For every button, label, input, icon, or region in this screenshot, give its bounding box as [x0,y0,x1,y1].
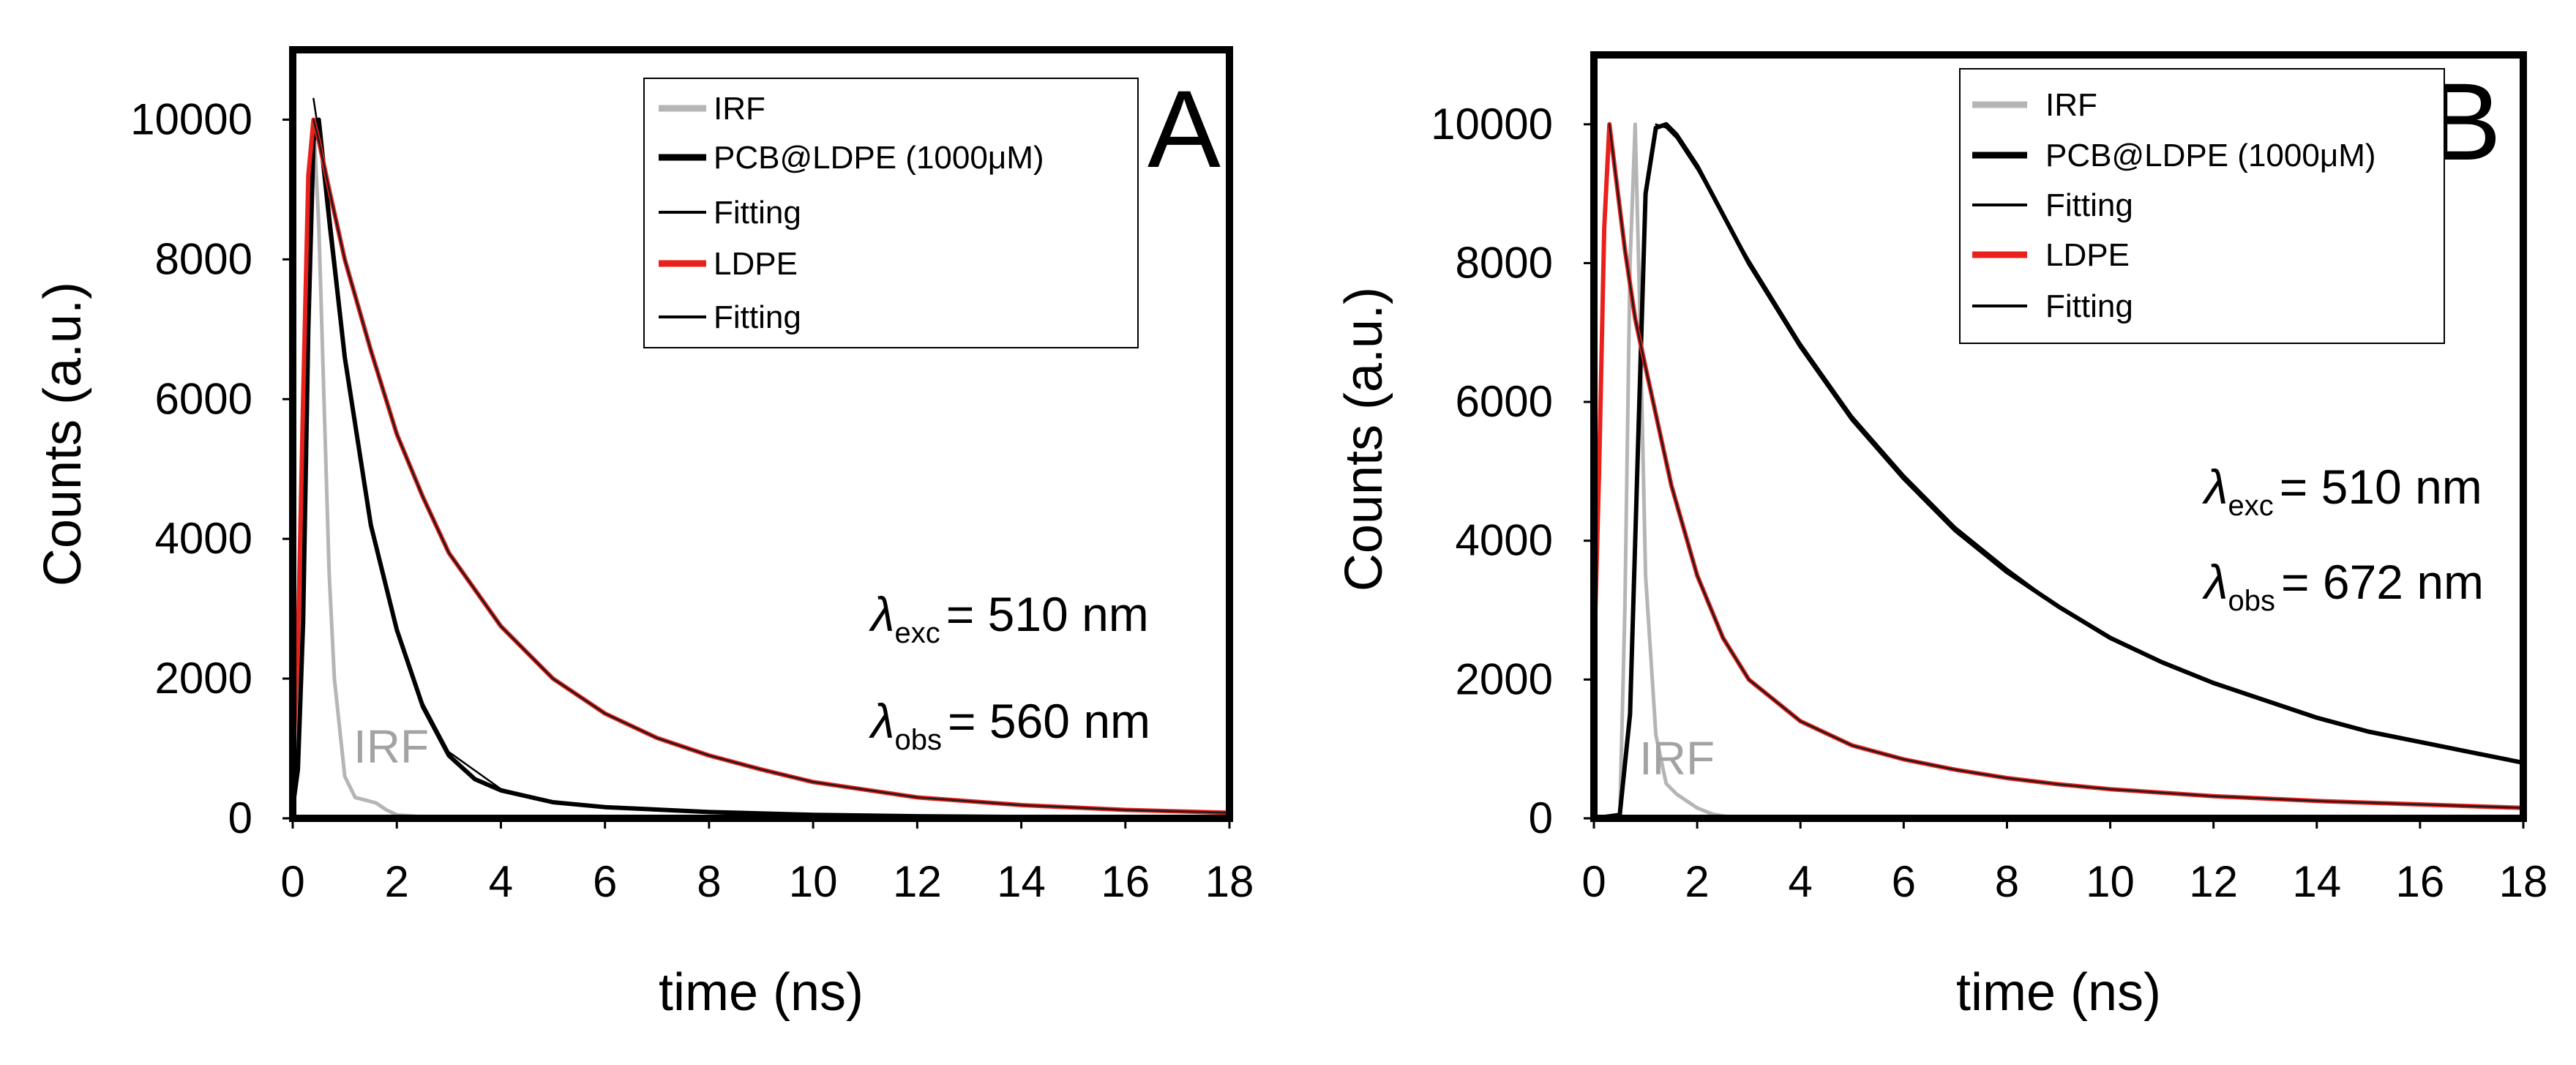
panel-b-x-tick-label: 6 [1892,857,1916,906]
panel-b-legend-label-pcb: PCB@LDPE (1000μM) [2045,138,2376,173]
panel-a-y-tick-label: 8000 [155,234,252,283]
panel-b-series-fitting-2 [1655,123,2525,764]
panel-b-y-ticks: 0 2000 4000 6000 8000 10000 [1431,100,1594,842]
panel-b-y-tick-label: 2000 [1456,654,1553,703]
panel-b-legend-label-fit2: Fitting [2045,288,2133,324]
panel-b-y-tick-label: 4000 [1456,516,1553,565]
panel-a-legend-label-fit1: Fitting [714,195,801,231]
panel-b-series [1592,122,2526,821]
panel-b-x-tick-label: 18 [2499,857,2548,906]
panel-a-y-tick-label: 6000 [155,374,252,423]
panel-b-legend: IRF PCB@LDPE (1000μM) Fitting LDPE Fitti… [1972,87,2376,324]
panel-a-x-ticks: 0 2 4 6 8 10 12 14 16 18 [280,818,1254,906]
panel-b-y-axis-label: Counts (a.u.) [1335,287,1393,591]
panel-b-y-tick-label: 10000 [1431,100,1553,149]
panel-a-x-tick-label: 16 [1101,857,1150,906]
panel-a-x-tick-label: 14 [997,857,1046,906]
panel-b-lambda-exc: λexc = 510 nm [2202,460,2482,522]
panel-a-x-tick-label: 4 [489,857,513,906]
panel-b-legend-box [1959,68,2445,344]
panel-a-x-tick-label: 18 [1205,857,1254,906]
panel-a-y-tick-label: 2000 [155,654,252,703]
panel-b-x-tick-label: 12 [2189,857,2238,906]
panel-a-x-axis-label: time (ns) [659,963,864,1022]
panel-a: 0 2000 4000 6000 8000 10000 0 2 4 6 8 10 12 14 16 18 t… [34,46,1254,1022]
panel-b-x-tick-label: 0 [1581,857,1606,906]
panel-b-y-tick-label: 8000 [1456,238,1553,287]
panel-b-x-tick-label: 8 [1995,857,2019,906]
panel-a-y-ticks: 0 2000 4000 6000 8000 10000 [130,94,293,842]
panel-b-series-fitting-4 [1608,123,2525,810]
panel-a-x-tick-label: 12 [893,857,942,906]
panel-b-x-tick-label: 2 [1685,857,1709,906]
panel-a-irf-label: IRF [353,720,429,773]
panel-a-x-tick-label: 6 [593,857,617,906]
panel-b-irf-label: IRF [1639,732,1715,785]
panel-b-x-tick-label: 16 [2396,857,2445,906]
panel-b-series-irf-0 [1592,122,2526,821]
panel-b-x-tick-label: 14 [2292,857,2341,906]
panel-b-y-tick-label: 0 [1529,793,1553,842]
panel-b-x-axis-label: time (ns) [1956,963,2161,1022]
panel-b-lambda-obs: λobs = 672 nm [2202,555,2484,617]
panel-a-legend-label-irf: IRF [714,91,765,127]
panel-a-legend: IRF PCB@LDPE (1000μM) Fitting LDPE Fitti… [659,91,1044,335]
panel-a-legend-box [643,78,1139,348]
panel-a-series-fitting-4 [312,119,1231,814]
panel-a-legend-label-ldpe: LDPE [714,246,798,282]
panel-b-legend-label-irf: IRF [2045,87,2097,123]
panel-a-y-tick-label: 10000 [130,94,252,143]
panel-b-x-tick-label: 10 [2086,857,2135,906]
panel-a-legend-label-pcb: PCB@LDPE (1000μM) [714,140,1044,176]
panel-b-legend-label-ldpe: LDPE [2045,237,2130,273]
panel-b-plot-frame [1590,51,2527,822]
panel-a-lambda-obs: λobs = 560 nm [869,694,1150,756]
panel-a-x-tick-label: 10 [789,857,838,906]
panel-a-y-axis-label: Counts (a.u.) [34,282,92,586]
panel-a-legend-label-fit2: Fitting [714,299,801,335]
panel-a-x-tick-label: 0 [280,857,304,906]
panel-b-x-tick-label: 4 [1789,857,1813,906]
panel-a-lambda-exc: λexc = 510 nm [869,587,1149,649]
panel-a-x-tick-label: 2 [385,857,409,906]
panel-b: 0 2000 4000 6000 8000 10000 0 2 4 6 8 10 12 14 16 18 t… [1335,51,2547,1022]
panel-a-x-tick-label: 8 [697,857,721,906]
panel-a-series-fitting-2 [312,97,1231,819]
panel-a-plot-frame [289,46,1233,822]
panel-b-legend-label-fit1: Fitting [2045,187,2133,223]
panel-a-letter: A [1147,67,1221,190]
panel-a-y-tick-label: 4000 [155,514,252,563]
panel-b-y-tick-label: 6000 [1456,377,1553,426]
panel-a-y-tick-label: 0 [228,793,252,842]
panel-b-x-ticks: 0 2 4 6 8 10 12 14 16 18 [1581,818,2547,906]
